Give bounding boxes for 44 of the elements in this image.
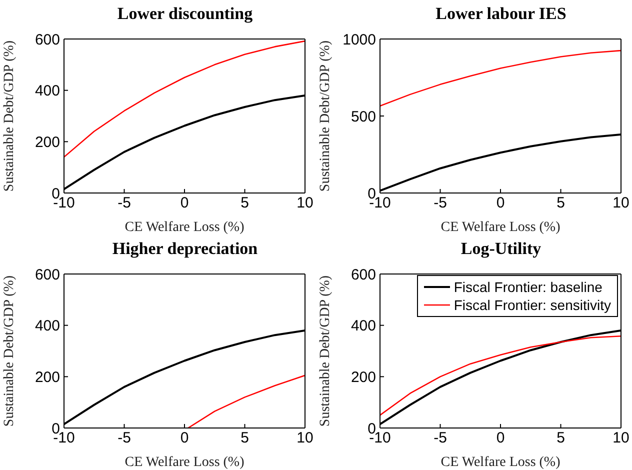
x-axis-title: CE Welfare Loss (%) bbox=[124, 220, 245, 235]
x-tick-label: 0 bbox=[496, 194, 505, 212]
chart-title: Lower discounting bbox=[116, 4, 254, 24]
x-tick-label: 5 bbox=[240, 430, 249, 447]
y-tick-label: 200 bbox=[350, 368, 376, 386]
y-axis-title: Sustainable Debt/GDP (%) bbox=[2, 40, 17, 192]
x-axis-title: CE Welfare Loss (%) bbox=[124, 455, 245, 470]
y-tick-label: 1000 bbox=[342, 31, 376, 48]
x-tick-label: 10 bbox=[296, 194, 314, 212]
line-series bbox=[380, 50, 621, 107]
x-tick-label: 5 bbox=[556, 194, 565, 212]
x-tick-label: -5 bbox=[118, 430, 131, 447]
x-tick-label: 5 bbox=[556, 430, 565, 447]
y-tick-label: 600 bbox=[350, 266, 376, 284]
x-tick-label: 10 bbox=[612, 194, 630, 212]
y-tick-label: 400 bbox=[34, 318, 60, 335]
y-tick-label: 600 bbox=[34, 31, 60, 48]
y-tick-label: 500 bbox=[350, 108, 376, 126]
x-axis-title: CE Welfare Loss (%) bbox=[440, 220, 561, 235]
line-series bbox=[187, 374, 305, 428]
y-axis-title: Sustainable Debt/GDP (%) bbox=[318, 275, 333, 427]
chart-title: Log-Utility bbox=[460, 239, 542, 259]
y-tick-label: 200 bbox=[34, 368, 60, 386]
x-tick-label: 5 bbox=[240, 194, 249, 212]
x-tick-label: 0 bbox=[180, 194, 189, 212]
y-tick-label: 400 bbox=[350, 318, 376, 335]
line-series bbox=[380, 335, 621, 416]
y-tick-label: 600 bbox=[34, 266, 60, 284]
chart-title: Lower labour IES bbox=[434, 4, 568, 24]
x-tick-label: 0 bbox=[180, 430, 189, 447]
x-tick-label: -5 bbox=[434, 194, 447, 212]
y-tick-label: 400 bbox=[34, 82, 60, 100]
legend-label: Fiscal Frontier: baseline bbox=[454, 278, 602, 296]
x-tick-label: 0 bbox=[496, 430, 505, 447]
x-tick-label: -5 bbox=[434, 430, 447, 447]
chart-title: Higher depreciation bbox=[111, 239, 259, 259]
y-tick-label: 200 bbox=[34, 134, 60, 151]
x-tick-label: 10 bbox=[612, 430, 630, 447]
x-tick-label: -5 bbox=[118, 194, 131, 212]
x-tick-label: 10 bbox=[296, 430, 314, 447]
legend-label: Fiscal Frontier: sensitivity bbox=[454, 296, 611, 314]
y-axis-title: Sustainable Debt/GDP (%) bbox=[318, 40, 333, 192]
x-axis-title: CE Welfare Loss (%) bbox=[440, 455, 561, 470]
y-axis-title: Sustainable Debt/GDP (%) bbox=[2, 275, 17, 427]
